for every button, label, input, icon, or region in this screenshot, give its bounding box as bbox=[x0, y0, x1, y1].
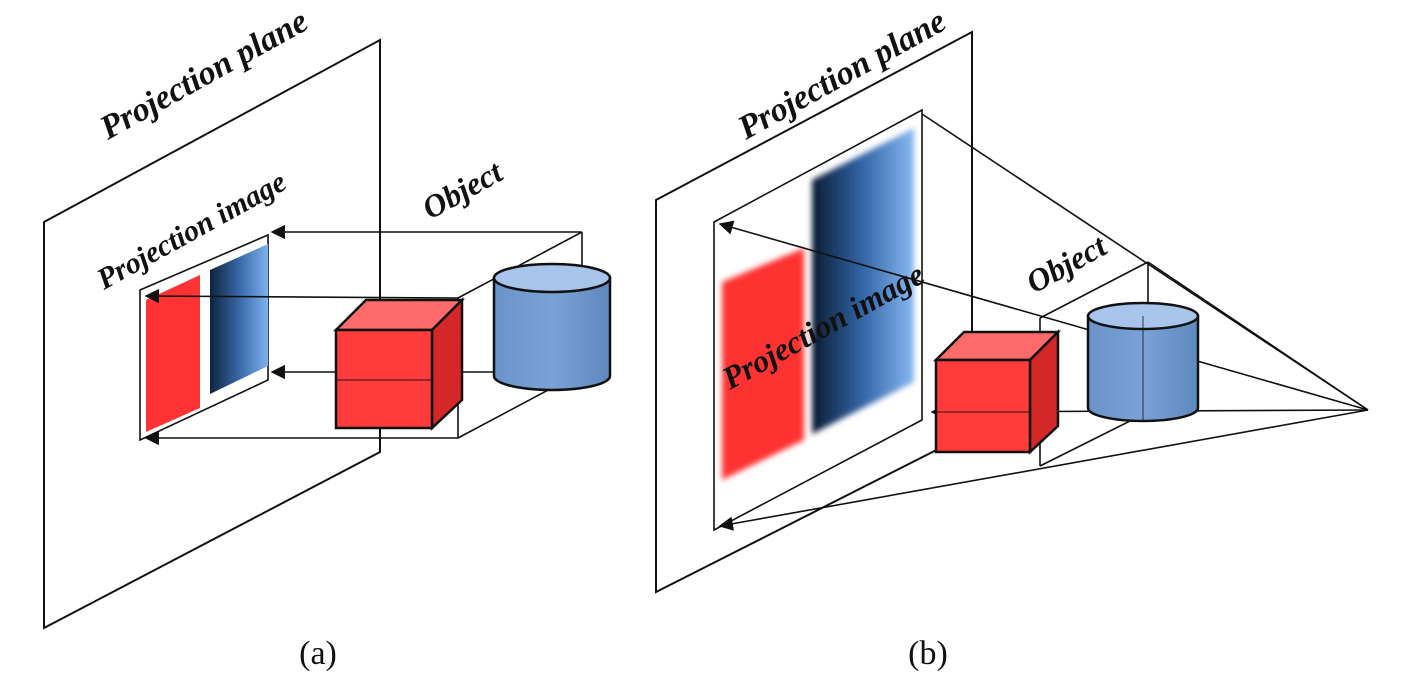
cube-a bbox=[332, 296, 466, 431]
projection-image-b bbox=[722, 128, 914, 480]
caption-b: (b) bbox=[908, 635, 948, 672]
image-blue-stripe-a bbox=[210, 244, 268, 394]
projection-image-frame-b bbox=[713, 108, 923, 532]
projection-plane-label-b: Projection plane bbox=[731, 2, 952, 147]
projection-plane-a bbox=[43, 38, 381, 630]
image-red-stripe-b bbox=[722, 248, 804, 480]
panel-a: Projection plane Projection image Object… bbox=[43, 2, 612, 672]
cylinder-a bbox=[492, 262, 612, 392]
object-label-b: Object bbox=[1020, 227, 1113, 300]
image-red-stripe-a bbox=[146, 275, 200, 432]
projection-plane-label-a: Projection plane bbox=[93, 2, 314, 147]
panel-b: Projection plane Projection image Object… bbox=[655, 2, 1369, 672]
cylinder-b bbox=[1086, 301, 1200, 423]
cube-b bbox=[932, 328, 1062, 455]
caption-a: (a) bbox=[299, 635, 337, 672]
object-label-a: Object bbox=[416, 153, 509, 226]
perspective-rays-b bbox=[718, 113, 1369, 531]
image-blue-stripe-b bbox=[812, 128, 914, 434]
projection-image-frame-a bbox=[139, 233, 269, 442]
